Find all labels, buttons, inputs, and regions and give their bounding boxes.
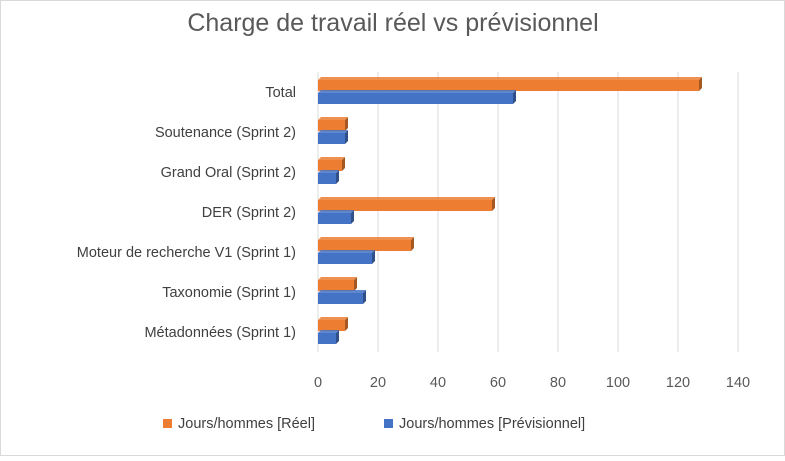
chart-title: Charge de travail réel vs prévisionnel [187, 9, 598, 37]
legend-label: Jours/hommes [Réel] [178, 416, 315, 432]
x-tick-label: 40 [430, 375, 446, 391]
legend-swatch [384, 419, 393, 428]
x-tick-label: 20 [370, 375, 386, 391]
category-label: Total [265, 85, 296, 101]
legend-label: Jours/hommes [Prévisionnel] [399, 416, 585, 432]
x-tick-label: 120 [666, 375, 690, 391]
category-labels: Total Soutenance (Sprint 2) Grand Oral (Sp… [77, 85, 296, 341]
bar-previsionnel [318, 250, 375, 264]
gridlines [317, 72, 739, 352]
bar-reel [318, 317, 348, 331]
bar-previsionnel [318, 210, 354, 224]
bar-reel [318, 197, 495, 211]
bar-reel [318, 77, 702, 91]
bar-previsionnel [318, 290, 366, 304]
x-tick-label: 140 [726, 375, 750, 391]
category-label: DER (Sprint 2) [202, 205, 296, 221]
x-tick-label: 60 [490, 375, 506, 391]
legend: Jours/hommes [Réel] Jours/hommes [Prévisi… [163, 416, 585, 432]
category-label: Métadonnées (Sprint 1) [144, 325, 296, 341]
x-tick-label: 100 [606, 375, 630, 391]
bar-reel [318, 157, 345, 171]
bar-reel [318, 237, 414, 251]
legend-swatch [163, 419, 172, 428]
bar-reel [318, 277, 357, 291]
bar-previsionnel [318, 330, 339, 344]
bar-previsionnel [318, 90, 516, 104]
x-tick-label: 0 [314, 375, 322, 391]
category-label: Taxonomie (Sprint 1) [162, 285, 296, 301]
x-tick-labels: 0 20 40 60 80 100 120 140 [314, 375, 750, 391]
category-label: Moteur de recherche V1 (Sprint 1) [77, 245, 296, 261]
bars [318, 77, 702, 344]
category-label: Grand Oral (Sprint 2) [161, 165, 296, 181]
x-tick-label: 80 [550, 375, 566, 391]
bar-reel [318, 117, 348, 131]
category-label: Soutenance (Sprint 2) [155, 125, 296, 141]
bar-previsionnel [318, 130, 348, 144]
bar-previsionnel [318, 170, 339, 184]
